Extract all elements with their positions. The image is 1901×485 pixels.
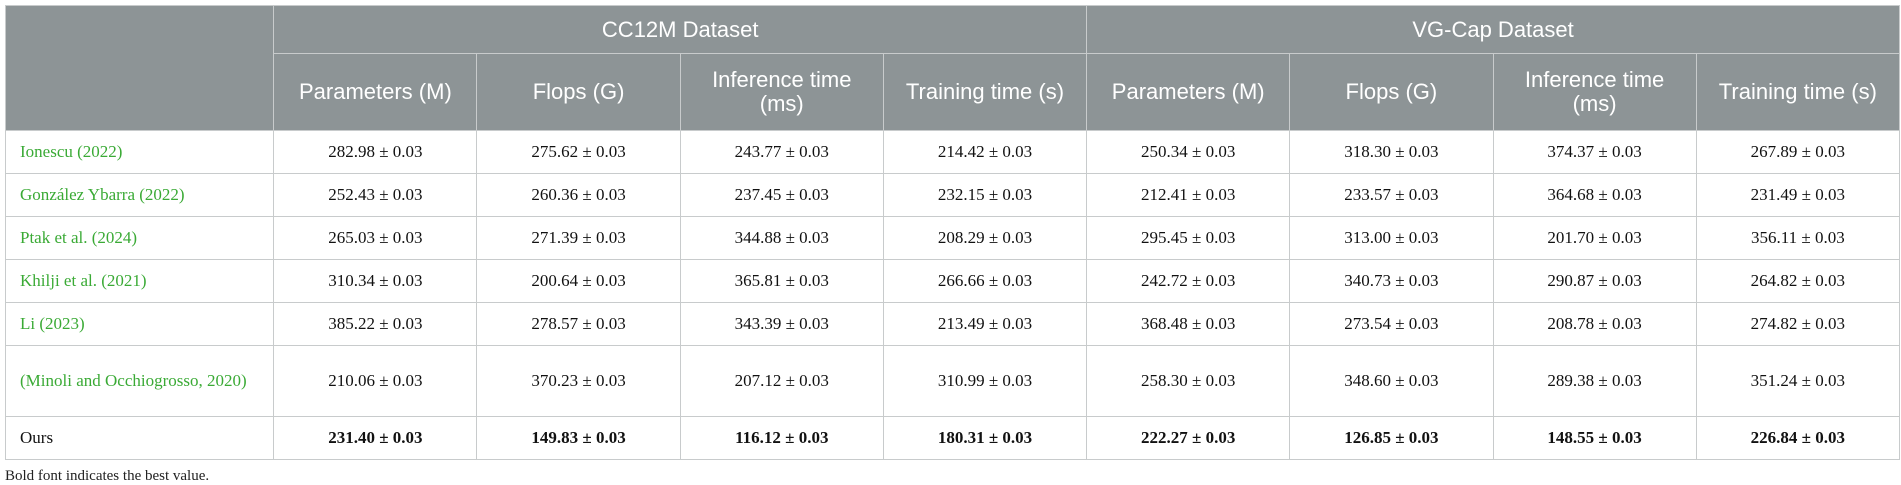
value-cell: 148.55 ± 0.03 [1492, 416, 1697, 460]
row-label: Ours [4, 416, 275, 460]
row-label[interactable]: Ptak et al. (2024) [4, 216, 275, 260]
value-cell: 343.39 ± 0.03 [679, 302, 884, 346]
table-row: Ptak et al. (2024) 265.03 ± 0.03 271.39 ± … [4, 216, 1901, 260]
table-head: CC12M Dataset VG-Cap Dataset Parameters (M… [4, 5, 1901, 131]
footnote: Bold font indicates the best value. [5, 468, 210, 484]
results-table: CC12M Dataset VG-Cap Dataset Parameters (M… [4, 5, 1901, 460]
value-cell: 258.30 ± 0.03 [1086, 345, 1291, 417]
value-cell: 374.37 ± 0.03 [1492, 130, 1697, 174]
value-cell: 232.15 ± 0.03 [882, 173, 1088, 217]
table-body: Ionescu (2022) 282.98 ± 0.03 275.62 ± 0.03… [4, 130, 1901, 460]
value-cell: 126.85 ± 0.03 [1289, 416, 1494, 460]
column-header: Training time (s) [1695, 53, 1901, 131]
value-cell: 237.45 ± 0.03 [679, 173, 884, 217]
value-cell: 208.29 ± 0.03 [882, 216, 1088, 260]
value-cell: 313.00 ± 0.03 [1289, 216, 1494, 260]
row-label[interactable]: Khilji et al. (2021) [4, 259, 275, 303]
value-cell: 290.87 ± 0.03 [1492, 259, 1697, 303]
value-cell: 180.31 ± 0.03 [882, 416, 1088, 460]
value-cell: 226.84 ± 0.03 [1695, 416, 1901, 460]
value-cell: 222.27 ± 0.03 [1086, 416, 1291, 460]
table-row: Ionescu (2022) 282.98 ± 0.03 275.62 ± 0.03… [4, 130, 1901, 174]
value-cell: 116.12 ± 0.03 [679, 416, 884, 460]
value-cell: 340.73 ± 0.03 [1289, 259, 1494, 303]
value-cell: 282.98 ± 0.03 [273, 130, 478, 174]
value-cell: 250.34 ± 0.03 [1086, 130, 1291, 174]
value-cell: 214.42 ± 0.03 [882, 130, 1088, 174]
value-cell: 207.12 ± 0.03 [679, 345, 884, 417]
value-cell: 260.36 ± 0.03 [476, 173, 681, 217]
table-row: (Minoli and Occhiogrosso, 2020) 210.06 ± … [4, 345, 1901, 417]
column-header: Parameters (M) [1086, 53, 1291, 131]
column-header: Flops (G) [476, 53, 681, 131]
value-cell: 242.72 ± 0.03 [1086, 259, 1291, 303]
value-cell: 364.68 ± 0.03 [1492, 173, 1697, 217]
column-header-row: Parameters (M) Flops (G) Inference time (m… [6, 53, 1901, 131]
table-row: Ours 231.40 ± 0.03 149.83 ± 0.03 116.12 ± 0… [4, 416, 1901, 460]
value-cell: 351.24 ± 0.03 [1695, 345, 1901, 417]
value-cell: 264.82 ± 0.03 [1695, 259, 1901, 303]
group-header: CC12M Dataset [273, 5, 1088, 54]
value-cell: 310.34 ± 0.03 [273, 259, 478, 303]
value-cell: 275.62 ± 0.03 [476, 130, 681, 174]
table-container: CC12M Dataset VG-Cap Dataset Parameters (M… [4, 5, 1901, 485]
value-cell: 213.49 ± 0.03 [882, 302, 1088, 346]
value-cell: 385.22 ± 0.03 [273, 302, 478, 346]
column-header: Inference time (ms) [679, 53, 884, 131]
value-cell: 289.38 ± 0.03 [1492, 345, 1697, 417]
corner-cell [4, 5, 275, 131]
value-cell: 233.57 ± 0.03 [1289, 173, 1494, 217]
group-header: VG-Cap Dataset [1086, 5, 1900, 54]
value-cell: 212.41 ± 0.03 [1086, 173, 1291, 217]
table-row: González Ybarra (2022) 252.43 ± 0.03 260.3… [4, 173, 1901, 217]
value-cell: 278.57 ± 0.03 [476, 302, 681, 346]
value-cell: 266.66 ± 0.03 [882, 259, 1088, 303]
value-cell: 210.06 ± 0.03 [273, 345, 478, 417]
value-cell: 252.43 ± 0.03 [273, 173, 478, 217]
value-cell: 368.48 ± 0.03 [1086, 302, 1291, 346]
table-row: Li (2023) 385.22 ± 0.03 278.57 ± 0.03 343.3… [4, 302, 1901, 346]
value-cell: 265.03 ± 0.03 [273, 216, 478, 260]
value-cell: 200.64 ± 0.03 [476, 259, 681, 303]
value-cell: 274.82 ± 0.03 [1695, 302, 1901, 346]
value-cell: 271.39 ± 0.03 [476, 216, 681, 260]
table-row: Khilji et al. (2021) 310.34 ± 0.03 200.64 … [4, 259, 1901, 303]
value-cell: 365.81 ± 0.03 [679, 259, 884, 303]
value-cell: 273.54 ± 0.03 [1289, 302, 1494, 346]
value-cell: 295.45 ± 0.03 [1086, 216, 1291, 260]
value-cell: 344.88 ± 0.03 [679, 216, 884, 260]
value-cell: 310.99 ± 0.03 [882, 345, 1088, 417]
row-label[interactable]: (Minoli and Occhiogrosso, 2020) [4, 345, 275, 417]
row-label[interactable]: González Ybarra (2022) [4, 173, 275, 217]
column-header: Inference time (ms) [1492, 53, 1697, 131]
value-cell: 231.49 ± 0.03 [1695, 173, 1901, 217]
row-label[interactable]: Li (2023) [4, 302, 275, 346]
value-cell: 231.40 ± 0.03 [273, 416, 478, 460]
column-header: Parameters (M) [273, 53, 478, 131]
page: CC12M Dataset VG-Cap Dataset Parameters (M… [4, 5, 1901, 484]
column-header: Flops (G) [1289, 53, 1494, 131]
row-label[interactable]: Ionescu (2022) [4, 130, 275, 174]
value-cell: 149.83 ± 0.03 [476, 416, 681, 460]
value-cell: 348.60 ± 0.03 [1289, 345, 1494, 417]
value-cell: 318.30 ± 0.03 [1289, 130, 1494, 174]
value-cell: 243.77 ± 0.03 [679, 130, 884, 174]
value-cell: 370.23 ± 0.03 [476, 345, 681, 417]
value-cell: 208.78 ± 0.03 [1492, 302, 1697, 346]
column-header: Training time (s) [882, 53, 1088, 131]
group-header-row: CC12M Dataset VG-Cap Dataset [4, 5, 1900, 131]
value-cell: 356.11 ± 0.03 [1695, 216, 1901, 260]
value-cell: 267.89 ± 0.03 [1695, 130, 1901, 174]
value-cell: 201.70 ± 0.03 [1492, 216, 1697, 260]
